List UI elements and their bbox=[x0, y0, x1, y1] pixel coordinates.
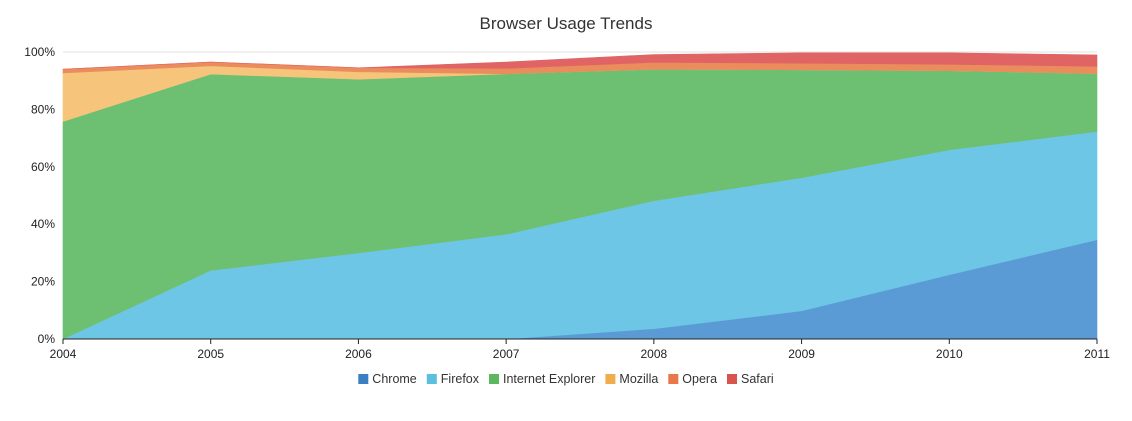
y-tick-label: 80% bbox=[31, 102, 55, 116]
legend-swatch bbox=[727, 374, 737, 384]
x-tick-label: 2008 bbox=[641, 347, 668, 361]
legend-label: Chrome bbox=[372, 372, 417, 386]
y-tick-label: 0% bbox=[38, 332, 56, 346]
area-safari bbox=[62, 52, 1098, 70]
axes: 0% 20% 40% 60% 80% 100% 2004 2005 2006 2007 2008 20… bbox=[24, 45, 1110, 361]
chart-title: Browser Usage Trends bbox=[479, 14, 653, 33]
legend-item-mozilla[interactable]: Mozilla bbox=[605, 372, 658, 386]
legend-swatch bbox=[358, 374, 369, 384]
legend-label: Firefox bbox=[441, 372, 480, 386]
x-tick-label: 2005 bbox=[197, 347, 224, 361]
x-tick-label: 2011 bbox=[1084, 347, 1110, 361]
y-tick-label: 60% bbox=[31, 160, 55, 174]
x-tick-label: 2006 bbox=[345, 347, 372, 361]
legend-item-internet-explorer[interactable]: Internet Explorer bbox=[489, 372, 595, 386]
legend-item-firefox[interactable]: Firefox bbox=[426, 372, 480, 386]
legend-swatch bbox=[489, 374, 499, 384]
legend-swatch bbox=[605, 374, 616, 384]
legend: Chrome Firefox Internet Explorer Mozilla Ope… bbox=[358, 372, 774, 386]
legend-item-opera[interactable]: Opera bbox=[668, 372, 717, 386]
y-tick-label: 100% bbox=[24, 45, 55, 59]
legend-item-chrome[interactable]: Chrome bbox=[358, 372, 417, 386]
legend-item-safari[interactable]: Safari bbox=[727, 372, 774, 386]
legend-label: Internet Explorer bbox=[503, 372, 595, 386]
y-tick-label: 40% bbox=[31, 217, 55, 231]
legend-label: Opera bbox=[682, 372, 717, 386]
x-tick-label: 2004 bbox=[50, 347, 77, 361]
legend-swatch bbox=[668, 374, 679, 384]
x-tick-label: 2009 bbox=[788, 347, 815, 361]
legend-label: Safari bbox=[741, 372, 774, 386]
x-tick-label: 2010 bbox=[936, 347, 963, 361]
legend-swatch bbox=[426, 374, 437, 384]
legend-label: Mozilla bbox=[619, 372, 658, 386]
stacked-areas bbox=[62, 52, 1098, 340]
y-tick-label: 20% bbox=[31, 275, 55, 289]
x-tick-label: 2007 bbox=[493, 347, 520, 361]
